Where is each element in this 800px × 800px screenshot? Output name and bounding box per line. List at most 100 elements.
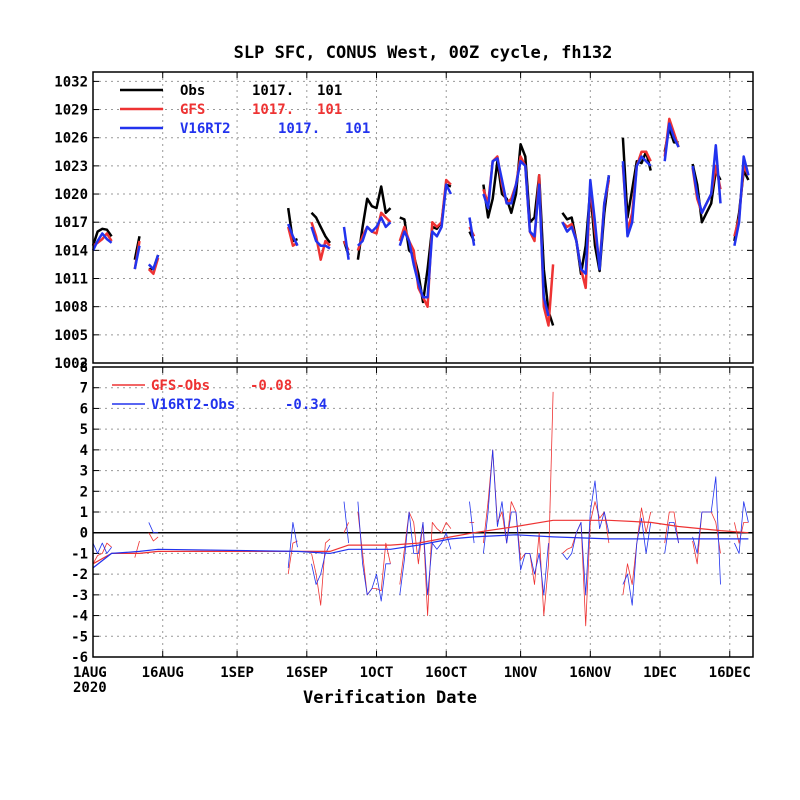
legend-mean-v16rt2-obs: -0.34 [285, 397, 327, 413]
series-line-v16rt2-obs [287, 522, 298, 568]
series-line-v16rt2 [733, 155, 750, 246]
legend-label-gfs-obs: GFS-Obs [151, 378, 210, 394]
chart-title: SLP SFC, CONUS West, 00Z cycle, fh132 [234, 43, 613, 63]
x-tick-label: 1SEP [220, 665, 254, 681]
x-tick-label: 1OCT [360, 665, 394, 681]
y-tick-label: 1017 [54, 215, 88, 231]
series-line-v16rt2 [342, 226, 350, 260]
series-line-v16rt2-obs [92, 542, 112, 554]
y-tick-label: 1014 [54, 243, 88, 259]
series-line-v16rt2-obs [469, 501, 475, 544]
series-line-gfs-obs [357, 511, 391, 596]
series-line-gfs-obs [148, 532, 159, 542]
series-line-v16rt2-obs [562, 480, 610, 596]
x-tick-label: 1AUG [73, 665, 107, 681]
series-line-v16rt2-obs [622, 517, 652, 606]
legend-label-gfs: GFS [180, 102, 205, 118]
series-line-gfs-obs [287, 540, 298, 575]
legend-mean-v16rt2: 1017. [278, 121, 320, 137]
legend-mean-obs: 1017. [252, 83, 294, 99]
legend-label-obs: Obs [180, 83, 205, 99]
y-tick-label: 8 [80, 360, 88, 376]
series-line-v16rt2-obs [343, 501, 349, 544]
series-line-gfs-obs [92, 542, 112, 564]
y-tick-label: 1 [80, 505, 88, 521]
series-line-gfs-obs [664, 511, 679, 544]
y-tick-label: 1011 [54, 272, 88, 288]
x-tick-label: 16OCT [425, 665, 467, 681]
y-tick-label: -5 [71, 629, 88, 645]
y-tick-label: -1 [71, 546, 88, 562]
series-line-v16rt2-obs [483, 449, 549, 596]
y-tick-label: 1029 [54, 103, 88, 119]
series-line-gfs-obs [134, 540, 140, 558]
plot-frame [92, 71, 754, 364]
series-line-v16rt2-obs [148, 522, 159, 534]
y-tick-label: 1020 [54, 187, 88, 203]
series-line-v16rt2 [482, 157, 550, 317]
y-tick-label: -3 [71, 588, 88, 604]
series-line-v16rt2-obs [399, 511, 452, 596]
legend-mean-gfs: 1017. [252, 102, 294, 118]
y-tick-label: 3 [80, 464, 88, 480]
legend-count-obs: 101 [317, 83, 342, 99]
series-line-v16rt2 [133, 245, 141, 270]
y-tick-label: 1005 [54, 328, 88, 344]
x-axis-label: Verification Date [303, 688, 477, 708]
legend-mean-gfs-obs: -0.08 [250, 378, 292, 394]
plot-frame [92, 366, 754, 658]
y-tick-label: 1026 [54, 131, 88, 147]
series-line-gfs-obs [311, 538, 331, 606]
series-line-obs [91, 227, 113, 247]
x-tick-label: 1NOV [504, 665, 538, 681]
y-tick-label: 2 [80, 484, 88, 500]
series-line-v16rt2 [621, 155, 652, 238]
year-label: 2020 [73, 680, 107, 696]
y-tick-label: -2 [71, 567, 88, 583]
series-line-v16rt2 [287, 223, 299, 247]
legend-count-gfs: 101 [317, 102, 342, 118]
series-line-v16rt2-obs-running-mean [92, 534, 749, 569]
series-line-obs [356, 185, 392, 260]
y-tick-label: 4 [80, 443, 88, 459]
series-line-v16rt2-obs [734, 501, 749, 554]
y-tick-label: 1023 [54, 159, 88, 175]
bottom-panel: -6 -5 -4 -3 -2 -1 0 1 2 3 4 5 6 7 8 1AUG 16AUG 1SEP 16SEP 1… [71, 360, 754, 681]
series-line-gfs [310, 221, 331, 261]
y-tick-label: 1008 [54, 300, 88, 316]
y-tick-label: 6 [80, 401, 88, 417]
series-line-obs [310, 211, 332, 244]
series-line-v16rt2 [561, 175, 611, 276]
y-tick-label: 1002 [54, 356, 88, 372]
series-line-v16rt2 [91, 232, 113, 251]
x-tick-label: 16SEP [286, 665, 328, 681]
plot-area [93, 72, 753, 363]
series-line-v16rt2 [468, 217, 476, 246]
y-tick-label: 1032 [54, 74, 88, 90]
series-line-v16rt2 [398, 183, 453, 299]
legend-label-v16rt2: V16RT2 [180, 121, 231, 137]
series-line-v16rt2 [691, 143, 722, 215]
series-line-gfs-obs-running-mean [92, 519, 749, 565]
y-tick-label: -6 [71, 650, 88, 666]
series-line-v16rt2-obs [357, 501, 391, 602]
x-tick-label: 1DEC [643, 665, 677, 681]
series-line-v16rt2 [310, 226, 331, 250]
x-tick-label: 16DEC [709, 665, 751, 681]
legend-label-v16rt2-obs: V16RT2-Obs [151, 397, 235, 413]
legend-count-v16rt2: 101 [345, 121, 370, 137]
y-tick-label: 7 [80, 381, 88, 397]
series-line-v16rt2 [663, 122, 680, 162]
x-tick-label: 16NOV [569, 665, 612, 681]
y-tick-label: 5 [80, 422, 88, 438]
series-line-gfs-obs [562, 501, 610, 627]
series-line-v16rt2 [357, 216, 392, 247]
series-line-v16rt2-obs [664, 522, 679, 554]
series-line-v16rt2 [147, 254, 160, 271]
series-line-v16rt2-obs [692, 476, 721, 585]
y-tick-label: -4 [71, 609, 88, 625]
top-panel: 1002 1005 1008 1011 1014 1017 1020 1023 1026 1029… [54, 71, 754, 372]
y-tick-label: 0 [80, 526, 88, 542]
series-line-v16rt2-obs [311, 544, 331, 585]
